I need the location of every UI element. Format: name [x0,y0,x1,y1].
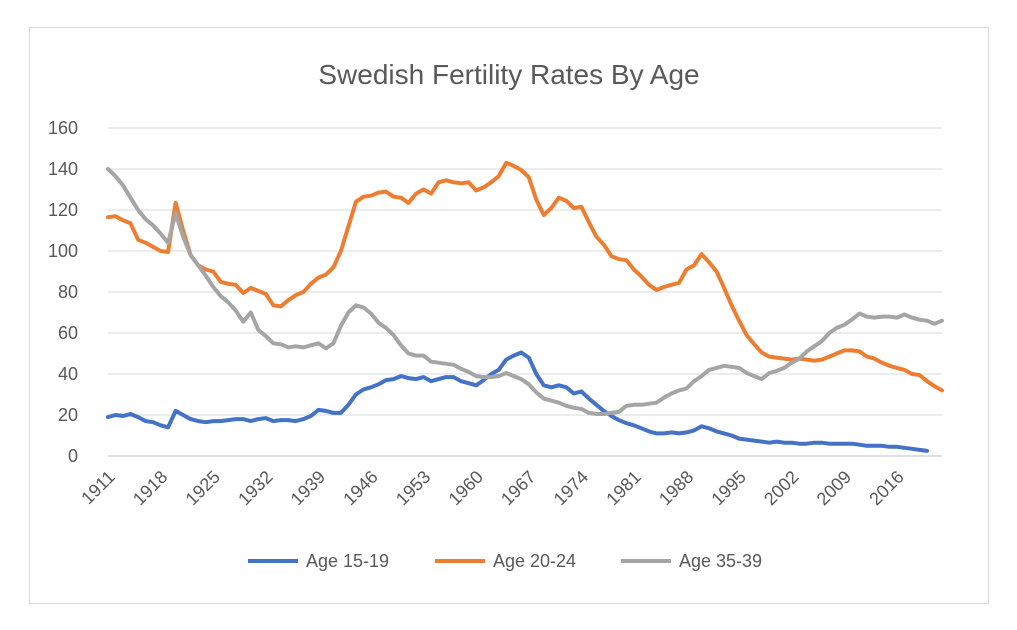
y-tick-label: 80 [58,282,78,302]
line-chart: Swedish Fertility Rates By Age 0 20 40 60 80… [48,59,944,571]
x-tick-label: 1967 [497,467,539,509]
series-line-age-20-24 [106,160,944,393]
x-tick-label: 1995 [708,467,750,509]
x-tick-label: 1911 [77,467,119,509]
y-tick-label: 0 [68,446,78,466]
x-tick-label: 2016 [865,467,907,509]
y-tick-label: 100 [48,241,78,261]
legend-label: Age 15-19 [306,551,389,571]
x-tick-label: 1946 [339,467,381,509]
y-tick-label: 60 [58,323,78,343]
series-line-age-15-19 [106,350,929,453]
series-lines [106,160,944,453]
y-tick-label: 40 [58,364,78,384]
x-tick-label: 1960 [445,467,487,509]
x-tick-label: 1918 [129,467,171,509]
x-tick-label: 1932 [234,467,276,509]
y-tick-label: 140 [48,159,78,179]
x-tick-label: 1974 [550,467,592,509]
y-tick-label: 120 [48,200,78,220]
series-line-age-35-39 [106,167,944,416]
x-tick-label: 1988 [655,467,697,509]
legend: Age 15-19 Age 20-24 Age 35-39 [248,551,762,571]
chart-title: Swedish Fertility Rates By Age [318,59,699,90]
legend-label: Age 20-24 [493,551,576,571]
chart-area: Swedish Fertility Rates By Age 0 20 40 60 80… [29,27,989,604]
y-tick-label: 160 [48,118,78,138]
y-tick-label: 20 [58,405,78,425]
x-tick-label: 2009 [813,467,855,509]
y-axis-ticks: 0 20 40 60 80 100 120 140 160 [48,118,78,466]
x-tick-label: 2002 [760,467,802,509]
x-tick-label: 1925 [182,467,224,509]
gridlines [108,127,942,457]
x-tick-label: 1953 [392,467,434,509]
x-axis-ticks: 1911 1918 1925 1932 1939 1946 1953 1960 1967 1974… [77,467,907,509]
x-tick-label: 1939 [287,467,329,509]
x-tick-label: 1981 [602,467,644,509]
legend-label: Age 35-39 [679,551,762,571]
